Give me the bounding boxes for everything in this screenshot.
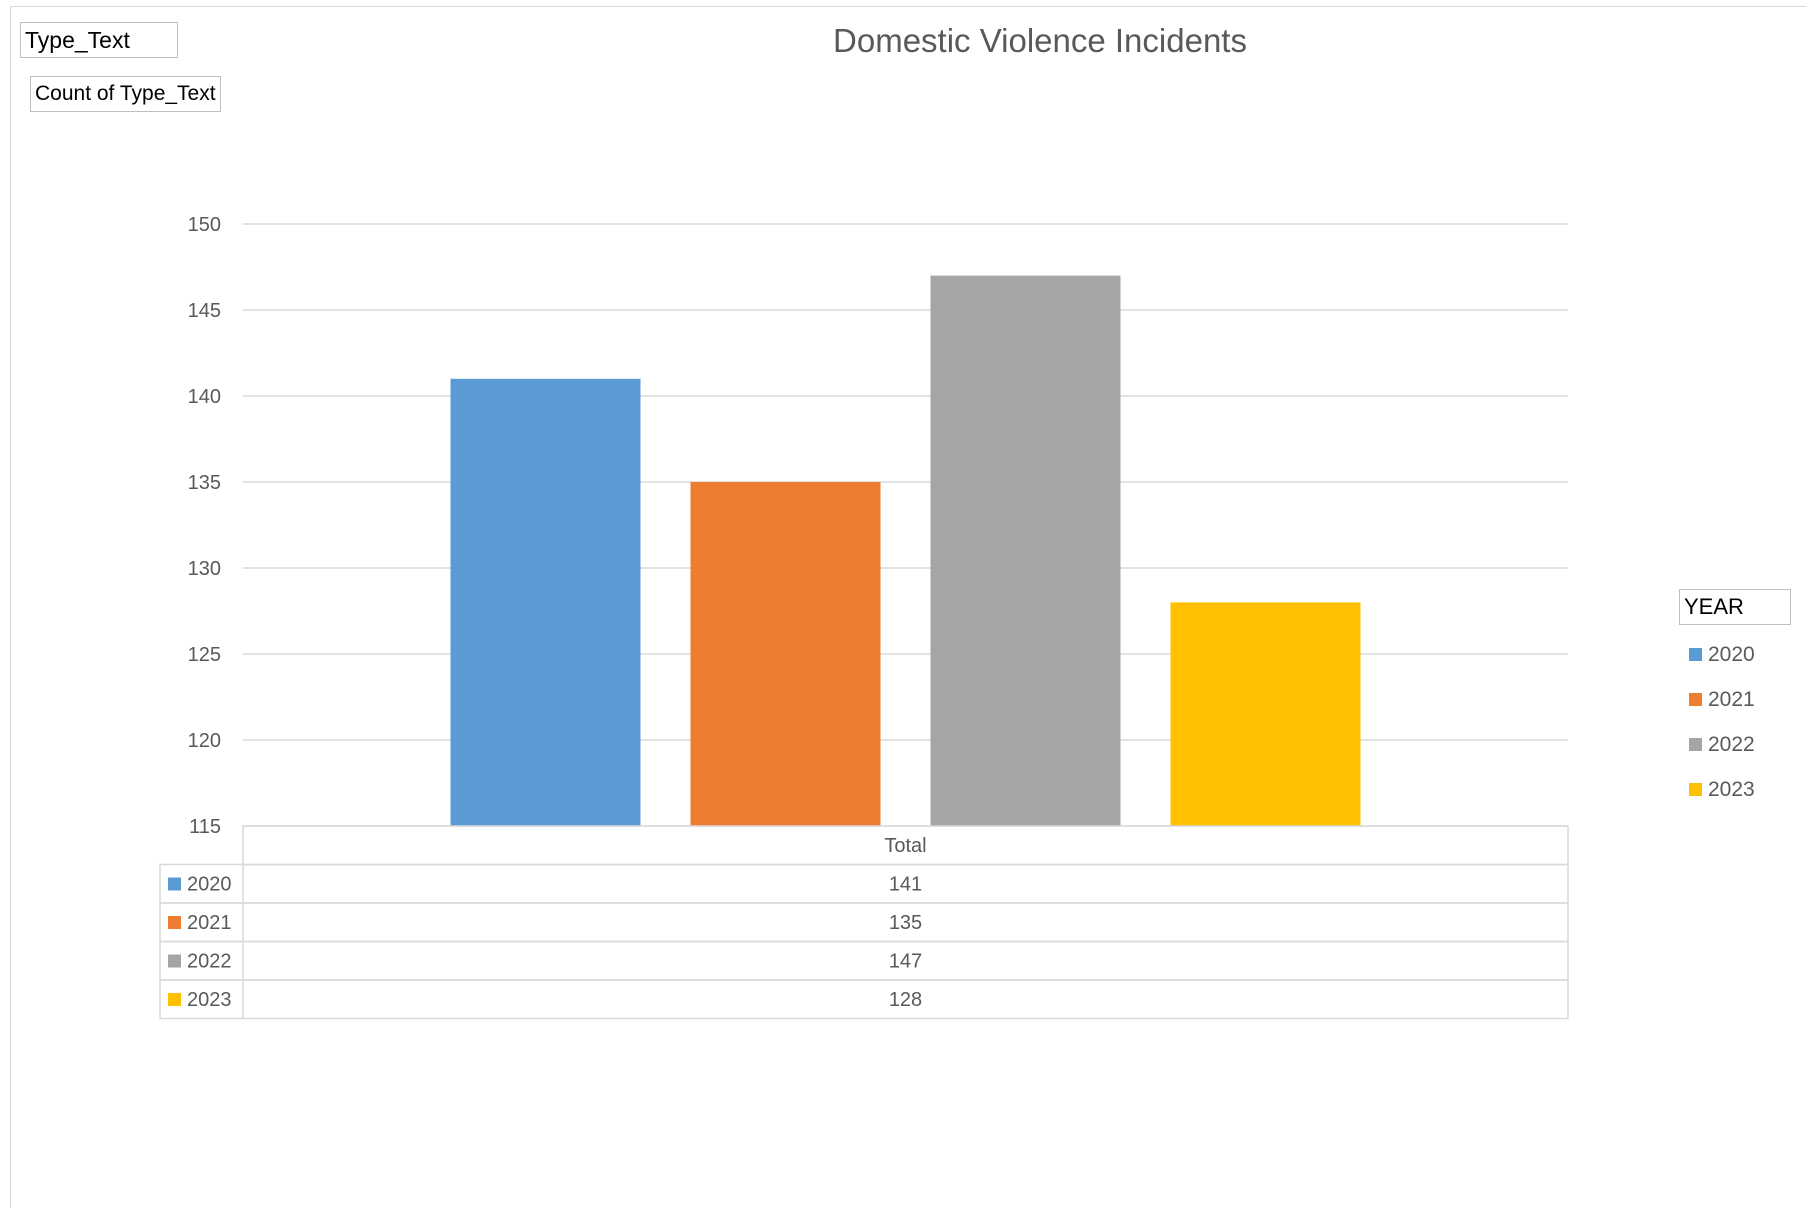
y-tick-label: 115 <box>189 816 221 838</box>
y-tick-label: 120 <box>188 730 221 752</box>
y-tick-label: 140 <box>188 386 221 408</box>
data-table-key-2020 <box>168 877 181 891</box>
bar-2023 <box>1170 602 1361 826</box>
y-tick-label: 130 <box>188 558 221 580</box>
legend-label: 2023 <box>1708 777 1755 801</box>
legend-item-2021: 2021 <box>1689 677 1755 722</box>
bar-2022 <box>930 275 1121 827</box>
filter-field-button[interactable]: Type_Text <box>20 22 178 58</box>
chart-frame <box>10 6 1806 1208</box>
legend-field-button[interactable]: YEAR <box>1679 589 1791 625</box>
y-tick-label: 145 <box>188 300 221 322</box>
legend-label: 2022 <box>1708 732 1755 756</box>
data-table-key-2022 <box>168 954 181 968</box>
data-table-value: 141 <box>889 874 922 896</box>
legend-swatch <box>1689 738 1702 751</box>
legend-swatch <box>1689 648 1702 661</box>
chart-legend: 2020 2021 2022 2023 <box>1689 632 1755 812</box>
data-table-series-label: 2022 <box>187 951 232 973</box>
data-table-key-2023 <box>168 993 181 1006</box>
legend-item-2023: 2023 <box>1689 767 1755 812</box>
y-tick-label: 125 <box>188 644 221 666</box>
data-table-row <box>159 863 1569 904</box>
legend-swatch <box>1689 693 1702 706</box>
bar-2021 <box>690 482 881 826</box>
legend-item-2020: 2020 <box>1689 632 1755 677</box>
bar-2020 <box>450 378 641 826</box>
y-tick-label: 150 <box>188 214 221 236</box>
data-table-row <box>159 902 1569 943</box>
data-table-series-label: 2023 <box>187 989 232 1011</box>
data-table-row <box>159 979 1569 1020</box>
data-table-row <box>159 940 1569 981</box>
data-table-value: 128 <box>889 989 922 1011</box>
data-table-category-label: Total <box>884 835 926 857</box>
values-field-button[interactable]: Count of Type_Text <box>30 76 221 112</box>
chart-title: Domestic Violence Incidents <box>833 22 1247 59</box>
data-table-series-label: 2020 <box>187 874 232 896</box>
data-table-value: 147 <box>889 951 922 973</box>
legend-item-2022: 2022 <box>1689 722 1755 767</box>
data-table-key-2021 <box>168 916 181 929</box>
data-table-value: 135 <box>889 912 922 934</box>
legend-label: 2020 <box>1708 642 1755 666</box>
legend-label: 2021 <box>1708 687 1755 711</box>
legend-swatch <box>1689 783 1702 796</box>
data-table-series-label: 2021 <box>187 912 232 934</box>
y-tick-label: 135 <box>188 472 221 494</box>
